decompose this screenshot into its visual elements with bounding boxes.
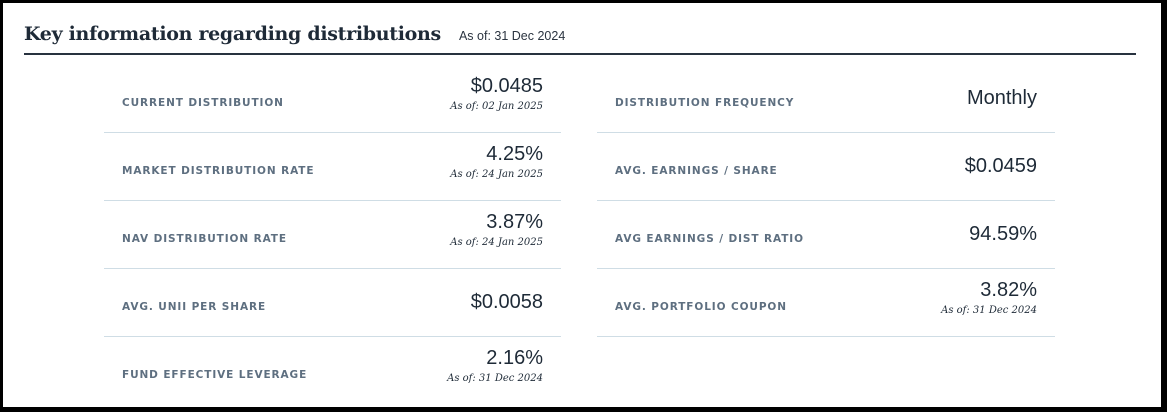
metric-label: NAV DISTRIBUTION RATE bbox=[122, 233, 287, 245]
right-metrics-column: DISTRIBUTION FREQUENCY Monthly AVG. EARN… bbox=[597, 65, 1055, 337]
section-title: Key information regarding distributions bbox=[24, 23, 441, 45]
left-metrics-column: CURRENT DISTRIBUTION $0.0485 As of: 02 J… bbox=[104, 65, 561, 404]
metric-row-nav-distribution-rate: NAV DISTRIBUTION RATE 3.87% As of: 24 Ja… bbox=[104, 201, 561, 269]
metric-value: 4.25% bbox=[486, 143, 543, 165]
metric-label: AVG. UNII PER SHARE bbox=[122, 301, 267, 313]
metric-label: AVG. EARNINGS / SHARE bbox=[615, 165, 778, 177]
metric-as-of-date: As of: 31 Dec 2024 bbox=[447, 373, 543, 384]
metric-label: AVG EARNINGS / DIST RATIO bbox=[615, 233, 804, 245]
metric-label: DISTRIBUTION FREQUENCY bbox=[615, 97, 795, 109]
metric-as-of-date: As of: 24 Jan 2025 bbox=[450, 237, 543, 248]
metric-row-avg-earnings-per-share: AVG. EARNINGS / SHARE $0.0459 bbox=[597, 133, 1055, 201]
metric-value: Monthly bbox=[966, 87, 1037, 109]
distribution-info-panel: Key information regarding distributions … bbox=[3, 3, 1161, 407]
metric-value: 2.16% bbox=[486, 347, 543, 369]
section-as-of-date: As of: 31 Dec 2024 bbox=[458, 29, 566, 43]
metric-as-of-date: As of: 24 Jan 2025 bbox=[450, 169, 543, 180]
metric-label: MARKET DISTRIBUTION RATE bbox=[122, 165, 315, 177]
metric-row-distribution-frequency: DISTRIBUTION FREQUENCY Monthly bbox=[597, 65, 1055, 133]
metric-value: $0.0058 bbox=[470, 291, 543, 313]
metric-label: CURRENT DISTRIBUTION bbox=[122, 97, 284, 109]
metric-label: AVG. PORTFOLIO COUPON bbox=[615, 301, 787, 313]
metric-value: $0.0485 bbox=[470, 75, 543, 97]
metric-row-market-distribution-rate: MARKET DISTRIBUTION RATE 4.25% As of: 24… bbox=[104, 133, 561, 201]
metric-as-of-date: As of: 02 Jan 2025 bbox=[450, 101, 543, 112]
metric-label: FUND EFFECTIVE LEVERAGE bbox=[122, 369, 308, 381]
metric-value: 3.87% bbox=[486, 211, 543, 233]
metric-row-fund-effective-leverage: FUND EFFECTIVE LEVERAGE 2.16% As of: 31 … bbox=[104, 337, 561, 404]
section-header: Key information regarding distributions … bbox=[24, 19, 1136, 55]
metric-row-current-distribution: CURRENT DISTRIBUTION $0.0485 As of: 02 J… bbox=[104, 65, 561, 133]
metric-row-avg-earnings-dist-ratio: AVG EARNINGS / DIST RATIO 94.59% bbox=[597, 201, 1055, 269]
metric-value: 3.82% bbox=[980, 279, 1037, 301]
metric-row-avg-portfolio-coupon: AVG. PORTFOLIO COUPON 3.82% As of: 31 De… bbox=[597, 269, 1055, 337]
metric-value: 94.59% bbox=[969, 223, 1037, 245]
metric-row-avg-unii-per-share: AVG. UNII PER SHARE $0.0058 bbox=[104, 269, 561, 337]
metric-value: $0.0459 bbox=[964, 155, 1037, 177]
metric-as-of-date: As of: 31 Dec 2024 bbox=[941, 305, 1037, 316]
